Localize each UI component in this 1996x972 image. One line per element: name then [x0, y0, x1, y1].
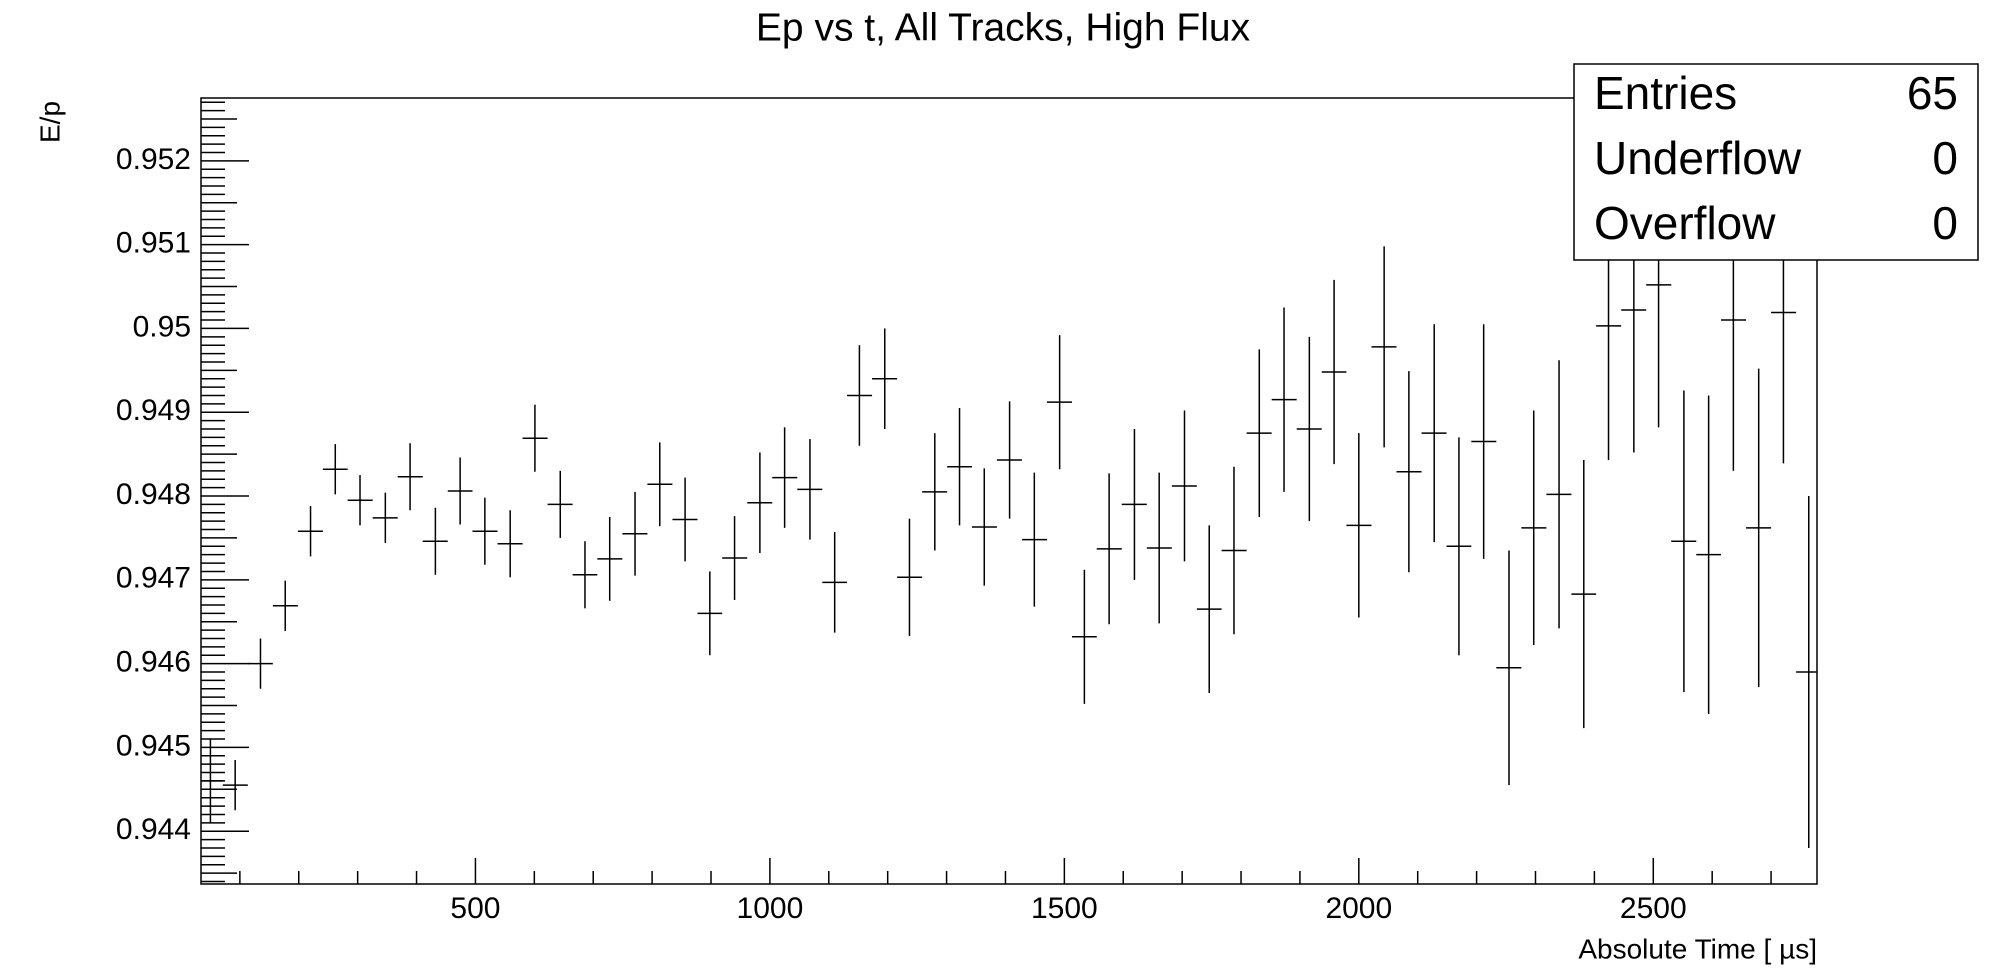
x-tick-label: 2500: [1620, 892, 1687, 925]
y-tick-label: 0.95: [133, 310, 191, 343]
x-axis-label: Absolute Time [ µs]: [1578, 933, 1817, 964]
x-tick-label: 1500: [1031, 892, 1098, 925]
stats-label: Entries: [1594, 67, 1737, 119]
y-tick-label: 0.949: [116, 394, 191, 427]
y-tick-label: 0.948: [116, 478, 191, 511]
stats-value: 0: [1932, 197, 1958, 249]
stats-label: Underflow: [1594, 132, 1802, 184]
y-tick-label: 0.944: [116, 813, 191, 846]
x-tick-label: 500: [450, 892, 500, 925]
plot-frame: [200, 97, 1818, 885]
stats-value: 0: [1932, 132, 1958, 184]
y-axis-label: E/p: [34, 101, 65, 143]
data-layer: [201, 142, 1817, 848]
chart-title: Ep vs t, All Tracks, High Flux: [756, 6, 1251, 49]
y-tick-label: 0.951: [116, 227, 191, 260]
y-tick-label: 0.946: [116, 646, 191, 679]
x-tick-label: 1000: [737, 892, 804, 925]
stats-label: Overflow: [1594, 197, 1776, 249]
x-tick-label: 2000: [1325, 892, 1392, 925]
stats-box: [1573, 63, 1979, 261]
y-tick-label: 0.947: [116, 562, 191, 595]
stats-value: 65: [1907, 67, 1958, 119]
y-tick-label: 0.952: [116, 143, 191, 176]
y-tick-label: 0.945: [116, 729, 191, 762]
